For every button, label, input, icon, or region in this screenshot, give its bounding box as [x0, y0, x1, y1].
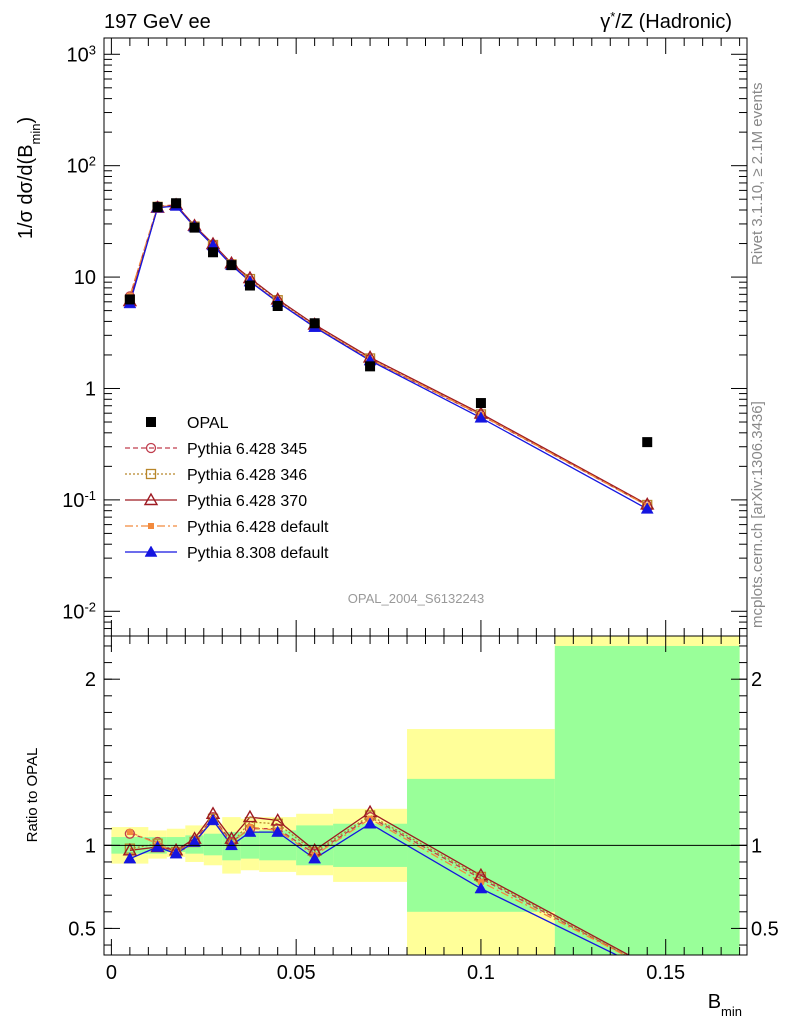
opal-data-point [208, 247, 219, 258]
data-point [474, 411, 488, 423]
legend-label: Pythia 6.428 346 [187, 467, 307, 484]
ratio-point [271, 825, 285, 837]
ratio-y-tick-label-right: 2 [751, 669, 762, 691]
opal-data-point [642, 437, 653, 448]
opal-data-point [244, 280, 255, 291]
y-tick-label: 102 [67, 153, 96, 178]
legend-label: OPAL [187, 415, 229, 432]
ratio-point [126, 829, 133, 836]
ratio-y-tick-label: 1 [85, 835, 96, 857]
ratio-point [169, 847, 183, 859]
ratio-point [270, 813, 285, 826]
legend-label: Pythia 8.308 default [187, 545, 329, 562]
series-line [129, 204, 648, 507]
y-tick-label: 10-1 [62, 487, 96, 512]
series-line [129, 204, 648, 506]
ratio-point [242, 809, 258, 823]
ratio-line [129, 816, 627, 955]
ratio-point [308, 852, 322, 864]
opal-data-point [124, 294, 135, 305]
ratio-y-tick-label: 0.5 [68, 918, 96, 940]
process-label: γ*/Z (Hadronic) [600, 9, 732, 34]
opal-data-point [475, 398, 486, 409]
x-tick-label: 0.15 [646, 962, 685, 984]
legend-marker [145, 442, 157, 454]
legend-label: Pythia 6.428 345 [187, 441, 307, 458]
x-tick-label: 0 [106, 962, 117, 984]
legend-marker [144, 545, 158, 557]
legend-marker [143, 492, 159, 506]
ratio-y-tick-label: 2 [85, 669, 96, 691]
ratio-point [363, 817, 377, 829]
opal-data-point [189, 222, 200, 233]
band-inner-bin [554, 645, 740, 955]
opal-data-point [309, 318, 320, 329]
data-point [640, 502, 654, 514]
legend: OPAL Pythia 6.428 345 Pythia 6.428 346 Pyth… [125, 415, 329, 562]
ratio-point [151, 840, 165, 852]
opal-data-point [272, 301, 283, 312]
ratio-point [123, 852, 137, 864]
ratio-uncertainty-bands [111, 636, 740, 955]
ratio-y-tick-label-right: 1 [751, 835, 762, 857]
x-tick-label: 0.05 [277, 962, 316, 984]
axes: 10-2 10-1 1 10 102 103 0.5 0.5 1 1 2 2 0 0.05 0.1 0.15 [62, 37, 779, 984]
energy-label: 197 GeV ee [104, 11, 211, 33]
opal-data-point [152, 202, 163, 213]
ratio-point [477, 878, 484, 885]
y-tick-label: 10 [74, 267, 96, 289]
x-axis-label: Bmin [708, 991, 742, 1019]
rivet-label: Rivet 3.1.10, ≥ 2.1M events [749, 83, 766, 266]
y-tick-label: 103 [67, 42, 96, 67]
ratio-y-tick-label-right: 0.5 [751, 918, 779, 940]
ratio-point [188, 835, 201, 847]
ratio-series-markers [122, 804, 489, 894]
x-tick-label: 0.1 [467, 962, 495, 984]
ratio-line [129, 817, 626, 955]
main-y-axis-label: 1/σ dσ/d(Bmin) [15, 117, 43, 239]
legend-label: Pythia 6.428 default [187, 519, 329, 536]
opal-data-point [226, 260, 237, 271]
ratio-point [243, 825, 257, 837]
main-series-markers [122, 197, 655, 514]
legend-marker [146, 417, 156, 427]
analysis-id-watermark: OPAL_2004_S6132243 [348, 591, 484, 606]
band-inner-bin [203, 833, 223, 856]
main-series-lines [129, 204, 648, 510]
y-tick-label: 10-2 [62, 599, 96, 624]
mcplots-label: mcplots.cern.ch [arXiv:1306.3436] [749, 401, 766, 628]
ratio-point [474, 882, 488, 894]
legend-label: Pythia 6.428 370 [187, 493, 307, 510]
opal-data-point [171, 198, 182, 209]
opal-data-point [365, 361, 376, 372]
y-tick-label: 1 [85, 378, 96, 400]
ratio-point [206, 813, 220, 826]
legend-marker [148, 523, 154, 529]
ratio-point [225, 838, 238, 851]
legend-marker [145, 468, 157, 480]
ratio-y-axis-label: Ratio to OPAL [24, 748, 41, 843]
